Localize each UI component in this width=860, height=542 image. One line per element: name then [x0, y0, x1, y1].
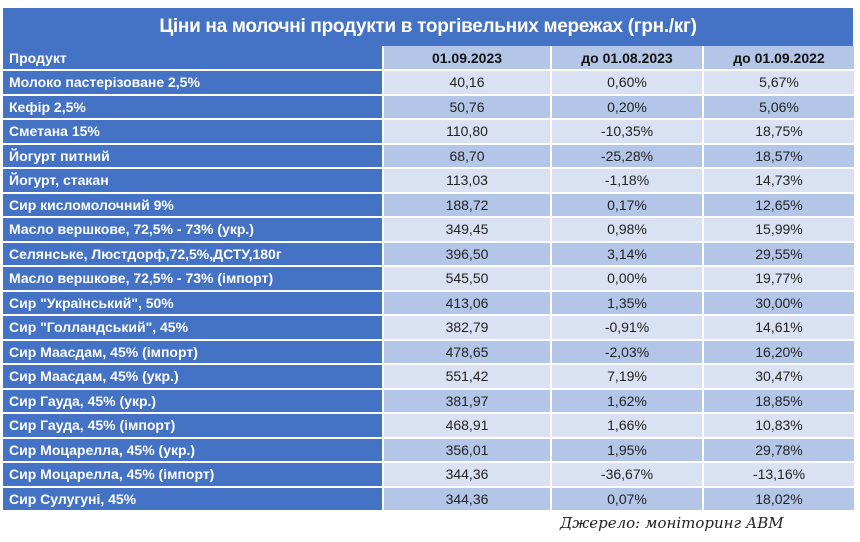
table-row: Масло вершкове, 72,5% - 73% (імпорт) 545,…: [3, 266, 856, 292]
change-year-cell: 30,00%: [703, 290, 856, 316]
change-year-cell: 19,77%: [703, 266, 856, 292]
change-month-cell: 1,95%: [551, 437, 704, 463]
table-row: Сир Гауда, 45% (укр.) 381,97 1,62% 18,85%: [3, 388, 856, 414]
header-row: Продукт 01.09.2023 до 01.08.2023 до 01.0…: [3, 46, 856, 71]
change-month-cell: 0,60%: [551, 70, 704, 96]
price-cell: 344,36: [383, 486, 552, 512]
table-row: Сир Моцарелла, 45% (імпорт) 344,36 -36,67%…: [3, 462, 856, 488]
column-header-price: 01.09.2023: [383, 46, 552, 71]
change-year-cell: 12,65%: [703, 192, 856, 218]
change-year-cell: 14,73%: [703, 168, 856, 194]
price-cell: 113,03: [383, 168, 552, 194]
product-cell: Сир Маасдам, 45% (укр.): [3, 364, 384, 390]
product-cell: Сир Маасдам, 45% (імпорт): [3, 339, 384, 365]
table-row: Масло вершкове, 72,5% - 73% (укр.) 349,45…: [3, 217, 856, 243]
product-cell: Сир Гауда, 45% (укр.): [3, 388, 384, 414]
product-cell: Сир "Український", 50%: [3, 290, 384, 316]
change-year-cell: -13,16%: [703, 462, 856, 488]
price-cell: 545,50: [383, 266, 552, 292]
change-year-cell: 15,99%: [703, 217, 856, 243]
prices-table: Продукт 01.09.2023 до 01.08.2023 до 01.0…: [3, 46, 856, 512]
change-year-cell: 14,61%: [703, 315, 856, 341]
price-cell: 50,76: [383, 94, 552, 120]
product-cell: Масло вершкове, 72,5% - 73% (укр.): [3, 217, 384, 243]
price-cell: 468,91: [383, 413, 552, 439]
price-cell: 344,36: [383, 462, 552, 488]
change-year-cell: 16,20%: [703, 339, 856, 365]
change-month-cell: -25,28%: [551, 143, 704, 169]
price-cell: 349,45: [383, 217, 552, 243]
change-month-cell: -0,91%: [551, 315, 704, 341]
change-month-cell: 3,14%: [551, 241, 704, 267]
product-cell: Сир Сулугуні, 45%: [3, 486, 384, 512]
product-cell: Молоко пастерізоване 2,5%: [3, 70, 384, 96]
column-header-product: Продукт: [3, 46, 384, 71]
change-year-cell: 18,85%: [703, 388, 856, 414]
product-cell: Масло вершкове, 72,5% - 73% (імпорт): [3, 266, 384, 292]
table-body: Продукт 01.09.2023 до 01.08.2023 до 01.0…: [3, 46, 856, 512]
price-cell: 110,80: [383, 119, 552, 145]
change-month-cell: 1,35%: [551, 290, 704, 316]
change-year-cell: 5,06%: [703, 94, 856, 120]
change-month-cell: 0,20%: [551, 94, 704, 120]
table-row: Сир кисломолочний 9% 188,72 0,17% 12,65%: [3, 192, 856, 218]
table-row: Сир Маасдам, 45% (укр.) 551,42 7,19% 30,47%: [3, 364, 856, 390]
price-cell: 68,70: [383, 143, 552, 169]
change-month-cell: 0,17%: [551, 192, 704, 218]
table-row: Селянське, Люстдорф,72,5%,ДСТУ,180г 396,5…: [3, 241, 856, 267]
table-row: Молоко пастерізоване 2,5% 40,16 0,60% 5,67%: [3, 70, 856, 96]
change-month-cell: 1,66%: [551, 413, 704, 439]
price-cell: 382,79: [383, 315, 552, 341]
table-row: Сир "Український", 50% 413,06 1,35% 30,00%: [3, 290, 856, 316]
table-row: Йогурт питний 68,70 -25,28% 18,57%: [3, 143, 856, 169]
column-header-change-month: до 01.08.2023: [551, 46, 704, 71]
change-month-cell: -1,18%: [551, 168, 704, 194]
table-row: Сир Маасдам, 45% (імпорт) 478,65 -2,03% 16,…: [3, 339, 856, 365]
change-month-cell: 0,00%: [551, 266, 704, 292]
price-cell: 551,42: [383, 364, 552, 390]
change-year-cell: 5,67%: [703, 70, 856, 96]
price-cell: 396,50: [383, 241, 552, 267]
table-row: Сир Моцарелла, 45% (укр.) 356,01 1,95% 29,7…: [3, 437, 856, 463]
product-cell: Сир Моцарелла, 45% (імпорт): [3, 462, 384, 488]
table-row: Йогурт, стакан 113,03 -1,18% 14,73%: [3, 168, 856, 194]
price-cell: 40,16: [383, 70, 552, 96]
table-row: Сир Сулугуні, 45% 344,36 0,07% 18,02%: [3, 486, 856, 512]
product-cell: Селянське, Люстдорф,72,5%,ДСТУ,180г: [3, 241, 384, 267]
product-cell: Йогурт питний: [3, 143, 384, 169]
table-row: Сир "Голландський", 45% 382,79 -0,91% 14,61…: [3, 315, 856, 341]
change-month-cell: 1,62%: [551, 388, 704, 414]
table-row: Сир Гауда, 45% (імпорт) 468,91 1,66% 10,83%: [3, 413, 856, 439]
change-year-cell: 10,83%: [703, 413, 856, 439]
column-header-change-year: до 01.09.2022: [703, 46, 856, 71]
change-month-cell: -36,67%: [551, 462, 704, 488]
table-row: Сметана 15% 110,80 -10,35% 18,75%: [3, 119, 856, 145]
change-month-cell: 7,19%: [551, 364, 704, 390]
product-cell: Сметана 15%: [3, 119, 384, 145]
price-cell: 478,65: [383, 339, 552, 365]
change-month-cell: 0,07%: [551, 486, 704, 512]
product-cell: Йогурт, стакан: [3, 168, 384, 194]
price-cell: 356,01: [383, 437, 552, 463]
table-row: Кефір 2,5% 50,76 0,20% 5,06%: [3, 94, 856, 120]
source-note: Джерело: моніторинг АВМ: [560, 514, 784, 532]
product-cell: Сир Гауда, 45% (імпорт): [3, 413, 384, 439]
change-month-cell: -10,35%: [551, 119, 704, 145]
change-year-cell: 18,75%: [703, 119, 856, 145]
price-cell: 413,06: [383, 290, 552, 316]
change-year-cell: 29,55%: [703, 241, 856, 267]
change-year-cell: 30,47%: [703, 364, 856, 390]
change-year-cell: 18,02%: [703, 486, 856, 512]
price-cell: 188,72: [383, 192, 552, 218]
product-cell: Кефір 2,5%: [3, 94, 384, 120]
product-cell: Сир "Голландський", 45%: [3, 315, 384, 341]
change-year-cell: 18,57%: [703, 143, 856, 169]
price-cell: 381,97: [383, 388, 552, 414]
product-cell: Сир кисломолочний 9%: [3, 192, 384, 218]
product-cell: Сир Моцарелла, 45% (укр.): [3, 437, 384, 463]
change-year-cell: 29,78%: [703, 437, 856, 463]
change-month-cell: -2,03%: [551, 339, 704, 365]
table-title: Ціни на молочні продукти в торгівельних …: [3, 8, 853, 46]
change-month-cell: 0,98%: [551, 217, 704, 243]
